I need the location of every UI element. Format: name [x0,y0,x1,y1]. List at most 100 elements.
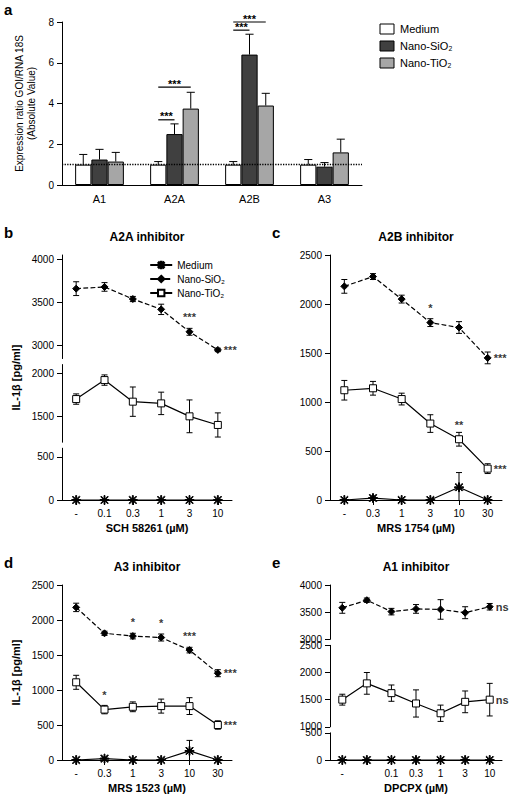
svg-text:***: *** [183,311,197,323]
svg-text:3: 3 [428,508,434,519]
svg-text:500: 500 [37,720,54,731]
svg-text:Expression ratio GOI/RNA 18S: Expression ratio GOI/RNA 18S [14,35,25,172]
svg-text:1: 1 [130,768,136,779]
svg-text:6: 6 [48,57,54,68]
svg-text:Nano-SiO₂: Nano-SiO₂ [400,40,453,52]
svg-text:-: - [341,768,344,779]
svg-text:***: *** [183,630,197,642]
svg-text:*: * [428,302,433,314]
svg-text:A2B: A2B [239,193,260,205]
svg-text:0.3: 0.3 [409,768,423,779]
svg-text:A2A: A2A [164,193,185,205]
svg-text:(Absolute Value): (Absolute Value) [26,67,37,140]
svg-text:1: 1 [399,508,405,519]
svg-text:1000: 1000 [300,721,323,732]
svg-text:MRS 1523 (µM): MRS 1523 (µM) [108,782,186,794]
svg-text:10: 10 [184,768,196,779]
svg-text:10: 10 [484,768,496,779]
svg-text:8: 8 [48,17,54,28]
svg-text:IL-1β [pg/ml]: IL-1β [pg/ml] [10,344,22,410]
svg-text:***: *** [243,13,257,25]
svg-text:Nano-TiO₂: Nano-TiO₂ [400,57,452,69]
svg-text:1000: 1000 [300,397,323,408]
svg-text:1500: 1500 [300,694,323,705]
svg-text:-: - [74,508,77,519]
svg-text:0: 0 [316,755,322,766]
svg-text:2000: 2000 [32,368,55,379]
svg-text:1000: 1000 [32,685,55,696]
svg-text:3000: 3000 [32,340,55,351]
svg-text:Medium: Medium [177,260,213,271]
svg-text:10: 10 [453,508,465,519]
svg-text:***: *** [494,352,508,364]
svg-text:0.3: 0.3 [126,508,140,519]
svg-text:3500: 3500 [300,607,323,618]
svg-text:0.3: 0.3 [366,508,380,519]
svg-text:3: 3 [158,768,164,779]
svg-text:3: 3 [462,768,468,779]
svg-text:DPCPX (µM): DPCPX (µM) [384,782,448,794]
svg-text:A3: A3 [318,193,331,205]
svg-text:MRS 1754 (µM): MRS 1754 (µM) [377,522,455,534]
svg-text:10: 10 [212,508,224,519]
svg-text:ns: ns [496,694,509,706]
svg-text:***: *** [224,667,238,679]
svg-text:500: 500 [37,451,54,462]
svg-text:-: - [74,768,77,779]
svg-text:30: 30 [212,768,224,779]
svg-text:*: * [159,617,164,629]
svg-text:3: 3 [187,508,193,519]
svg-text:*: * [131,616,136,628]
svg-text:**: ** [455,419,464,431]
svg-text:A3 inhibitor: A3 inhibitor [114,560,181,574]
svg-text:2500: 2500 [32,580,55,591]
svg-text:***: *** [224,719,238,731]
svg-text:-: - [343,508,346,519]
svg-text:***: *** [160,110,174,122]
svg-text:4: 4 [48,98,54,109]
svg-text:*: * [102,689,107,701]
svg-text:0: 0 [48,495,54,506]
svg-text:2: 2 [48,139,54,150]
svg-text:0: 0 [48,180,54,191]
svg-text:4000: 4000 [32,254,55,265]
svg-text:***: *** [168,78,182,90]
svg-text:0.1: 0.1 [98,508,112,519]
svg-text:Medium: Medium [400,23,439,35]
svg-text:b: b [4,224,13,241]
svg-text:4000: 4000 [300,580,323,591]
svg-text:a: a [4,1,13,18]
svg-text:A2A inhibitor: A2A inhibitor [110,230,185,244]
svg-text:1: 1 [438,768,444,779]
svg-text:1: 1 [158,508,164,519]
svg-text:IL-1β [pg/ml]: IL-1β [pg/ml] [10,639,22,705]
svg-text:0.3: 0.3 [98,768,112,779]
svg-text:1500: 1500 [300,348,323,359]
svg-text:1500: 1500 [32,411,55,422]
svg-text:500: 500 [305,446,322,457]
svg-text:A1: A1 [93,193,106,205]
svg-text:SCH 58261 (µM): SCH 58261 (µM) [106,522,189,534]
svg-text:0: 0 [316,495,322,506]
svg-text:Nano-SiO₂: Nano-SiO₂ [177,274,225,285]
svg-text:2500: 2500 [300,250,323,261]
svg-text:2000: 2000 [300,667,323,678]
svg-text:3500: 3500 [32,297,55,308]
svg-text:0.1: 0.1 [384,768,398,779]
svg-text:***: *** [494,463,508,475]
svg-text:c: c [272,224,280,241]
svg-text:500: 500 [305,727,322,739]
svg-text:2000: 2000 [32,615,55,626]
svg-text:0: 0 [48,755,54,766]
svg-text:A1 inhibitor: A1 inhibitor [383,560,450,574]
svg-text:30: 30 [482,508,494,519]
svg-text:1500: 1500 [32,650,55,661]
svg-text:e: e [272,554,280,571]
svg-text:d: d [4,554,13,571]
svg-text:Nano-TiO₂: Nano-TiO₂ [177,288,224,299]
svg-text:A2B inhibitor: A2B inhibitor [378,230,454,244]
svg-text:***: *** [224,344,238,356]
svg-text:2000: 2000 [300,299,323,310]
svg-text:3000: 3000 [300,634,323,645]
svg-text:ns: ns [496,601,509,613]
